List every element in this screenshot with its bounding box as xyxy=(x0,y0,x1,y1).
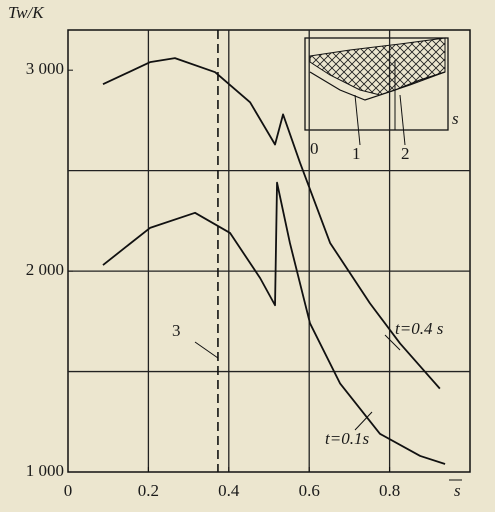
marker-label: 3 xyxy=(172,321,181,340)
inset xyxy=(304,37,449,146)
series-line xyxy=(102,57,441,390)
inset-label: s xyxy=(452,109,459,128)
label-leader xyxy=(384,334,401,351)
series-label: t=0.1s xyxy=(325,429,369,448)
y-tick-label: 3 000 xyxy=(26,59,64,78)
y-tick-label: 1 000 xyxy=(26,461,64,480)
label-leader xyxy=(354,411,373,431)
x-axis-label: s xyxy=(454,481,461,500)
x-tick-label: 0 xyxy=(64,481,73,500)
label-leader xyxy=(194,341,219,359)
x-tick-label: 0.6 xyxy=(299,481,320,500)
plot-frame xyxy=(67,29,471,473)
x-tick-label: 0.4 xyxy=(218,481,240,500)
inset-label: 1 xyxy=(352,144,361,163)
series-label: t=0.4 s xyxy=(395,319,444,338)
inset-label: 2 xyxy=(401,144,410,163)
series-line xyxy=(102,181,446,465)
y-tick-label: 2 000 xyxy=(26,260,64,279)
inset-label: 0 xyxy=(310,139,319,158)
x-tick-label: 0.2 xyxy=(138,481,159,500)
x-tick-label: 0.8 xyxy=(379,481,400,500)
y-axis-label: Tw/K xyxy=(8,3,45,22)
